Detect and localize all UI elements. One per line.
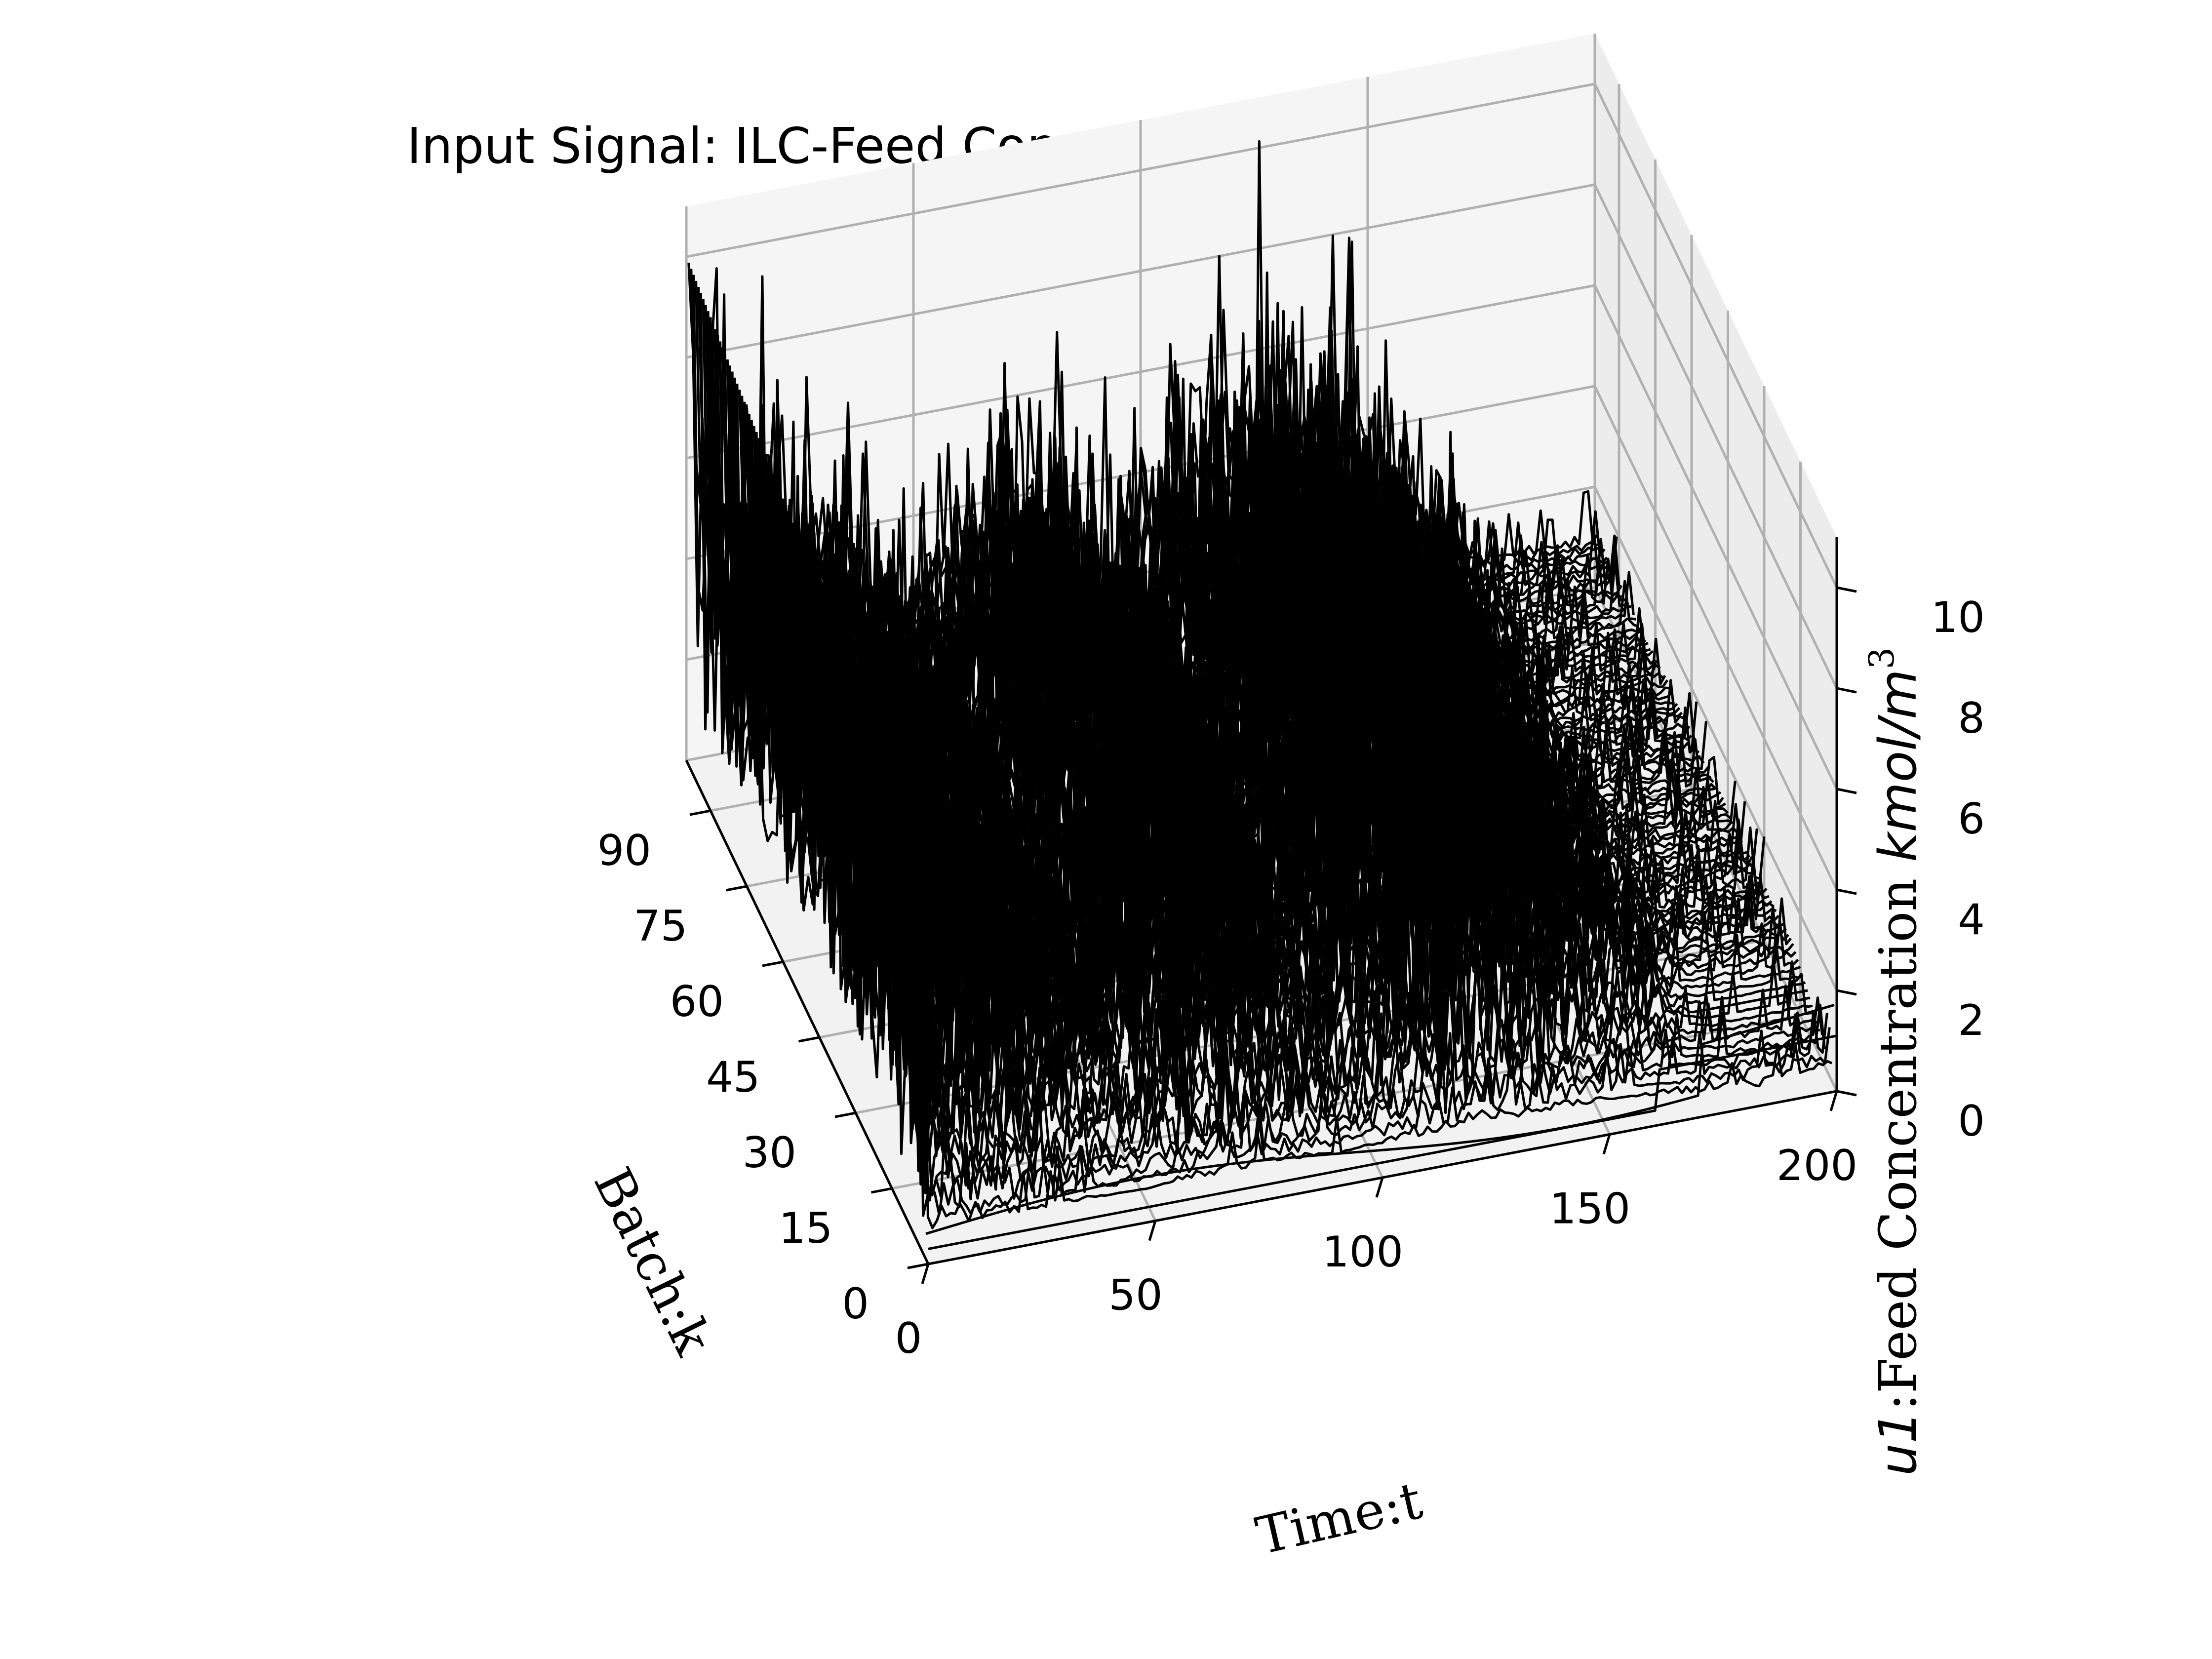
z-tick-label: 2 bbox=[1958, 996, 1985, 1045]
batch-line bbox=[919, 843, 1831, 1216]
data-lines bbox=[687, 140, 1837, 1250]
y-tick bbox=[871, 1187, 892, 1194]
x-tick-label: 100 bbox=[1322, 1227, 1403, 1277]
y-tick bbox=[834, 1111, 856, 1118]
z-tick-label: 4 bbox=[1958, 895, 1985, 945]
z-axis-label-prefix: u1 bbox=[1868, 1411, 1928, 1476]
batch-line bbox=[898, 789, 1808, 1138]
y-axis-label: Batch:k bbox=[582, 1158, 724, 1364]
batch-line bbox=[925, 1003, 1835, 1235]
y-tick-label: 90 bbox=[597, 826, 651, 875]
y-tick-label: 60 bbox=[670, 977, 724, 1027]
x-axis-label: Time:t bbox=[1251, 1470, 1427, 1566]
axis-lines bbox=[685, 537, 1857, 1284]
z-tick-label: 8 bbox=[1958, 694, 1985, 743]
grid-line-z bbox=[686, 284, 1838, 790]
z-tick bbox=[1836, 788, 1857, 794]
y-tick bbox=[726, 885, 747, 892]
x-tick-label: 200 bbox=[1777, 1141, 1857, 1190]
x-tick bbox=[1148, 1220, 1157, 1241]
z-axis-label: u1:Feed Concentration kmol/m3 bbox=[1861, 647, 1928, 1476]
batch-line bbox=[905, 806, 1816, 1160]
batch-line bbox=[928, 1034, 1837, 1250]
z-tick-label: 0 bbox=[1958, 1097, 1985, 1146]
x-tick bbox=[1602, 1134, 1611, 1155]
z-tick-label: 10 bbox=[1931, 593, 1985, 642]
y-axis-line bbox=[685, 759, 930, 1265]
y-tick-label: 0 bbox=[842, 1279, 869, 1329]
z-tick bbox=[1836, 687, 1857, 694]
y-tick-label: 75 bbox=[633, 902, 687, 951]
y-tick bbox=[907, 1263, 929, 1269]
x-tick-label: 150 bbox=[1549, 1185, 1630, 1234]
grid-line-z bbox=[686, 183, 1838, 689]
z-tick-label: 6 bbox=[1958, 794, 1985, 844]
batch-line bbox=[922, 849, 1833, 1229]
grid-line-z bbox=[686, 82, 1838, 589]
y-tick-label: 15 bbox=[779, 1204, 832, 1253]
z-axis-label-superscript: 3 bbox=[1861, 647, 1902, 670]
y-tick-label: 45 bbox=[706, 1053, 760, 1102]
z-axis-label-unit: kmol/m bbox=[1868, 669, 1928, 862]
y-tick bbox=[798, 1036, 820, 1043]
x-tick bbox=[1375, 1177, 1384, 1198]
x-tick bbox=[921, 1264, 930, 1284]
z-tick bbox=[1836, 989, 1857, 996]
x-tick-label: 50 bbox=[1108, 1271, 1162, 1320]
z-axis-label-text: :Feed Concentration bbox=[1868, 862, 1928, 1411]
batch-line bbox=[895, 782, 1806, 1155]
y-tick bbox=[689, 809, 711, 816]
z-tick bbox=[1836, 888, 1857, 895]
z-tick bbox=[1836, 1090, 1857, 1097]
y-tick-label: 30 bbox=[743, 1128, 796, 1178]
y-tick bbox=[762, 960, 784, 967]
x-tick bbox=[1829, 1091, 1838, 1111]
z-tick bbox=[1836, 586, 1857, 593]
x-tick-label: 0 bbox=[895, 1314, 922, 1363]
